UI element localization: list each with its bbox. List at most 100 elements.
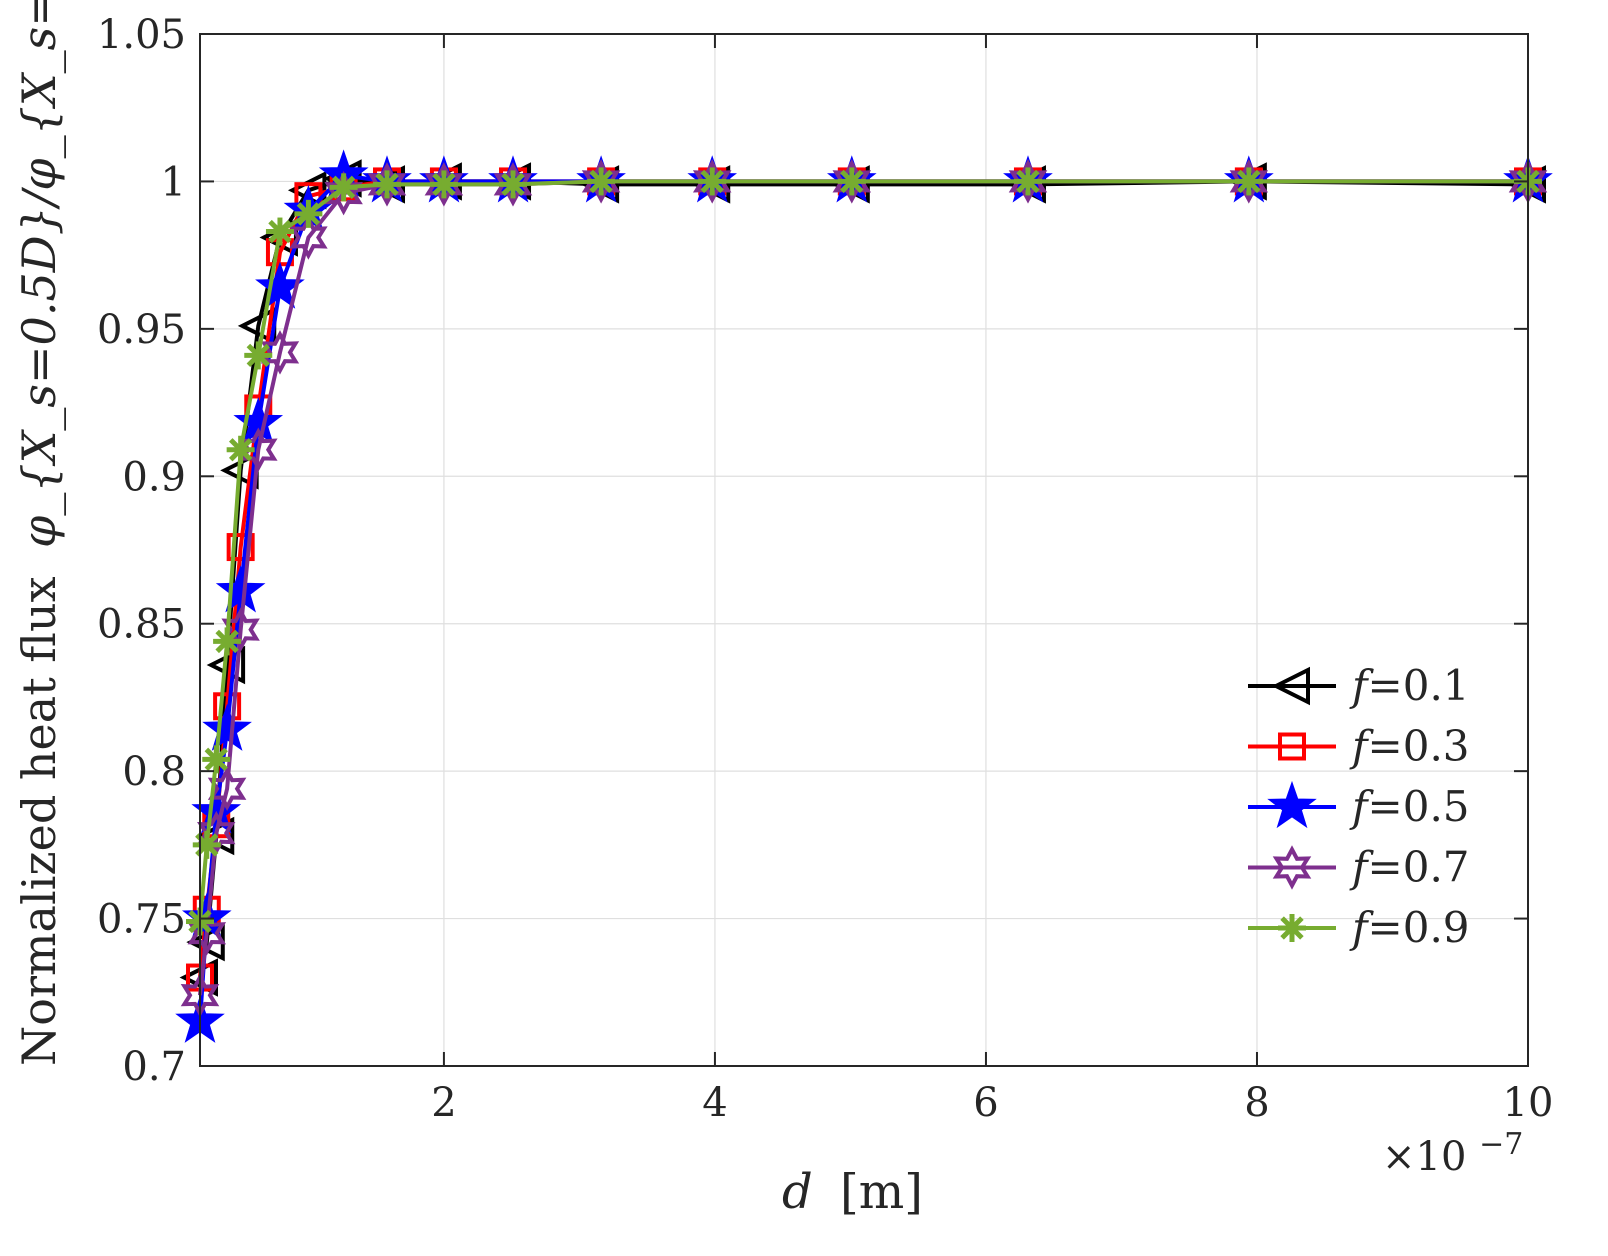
y-tick-label: 0.85: [97, 602, 186, 648]
asterisk-stroke: [246, 343, 270, 368]
data-point: [1234, 167, 1263, 196]
data-point: [260, 330, 300, 375]
asterisk-stroke: [296, 202, 321, 226]
tick-labels: 2 4 6 8 10 0.7 0.75 0.8 0.85 0.9 0.95 1 1.05: [97, 12, 1554, 1126]
data-point: [1013, 167, 1042, 196]
legend-label: f=0.9: [1349, 903, 1470, 952]
legend-marker: [1278, 914, 1306, 942]
data-point: [373, 170, 402, 199]
data-point: [221, 607, 260, 652]
data-point: [832, 159, 872, 204]
x-tick-label: 10: [1503, 1080, 1554, 1126]
series-line: [198, 179, 1528, 922]
y-tick-label: 1: [161, 159, 186, 205]
asterisk-stroke: [268, 219, 292, 244]
legend-label-val: =0.3: [1368, 722, 1470, 771]
y-axis-label-ratio: φ_{X_s=0.5D}/φ_{X_s=0nm}: [12, 0, 66, 548]
legend-entry: f=0.9: [1248, 903, 1470, 952]
asterisk-stroke: [700, 169, 724, 194]
legend: f=0.1 f=0.3 f=0.5 f=0.7 f=0.9: [1248, 661, 1470, 952]
data-point: [324, 170, 363, 216]
legend-label: f=0.3: [1349, 722, 1470, 771]
asterisk-stroke: [331, 175, 356, 199]
data-point: [213, 627, 242, 656]
data-point: [202, 745, 231, 774]
data-point: [692, 159, 732, 204]
legend-marker: [1267, 780, 1317, 829]
asterisk-stroke: [1016, 169, 1040, 194]
ticks: [200, 33, 1529, 1067]
x-tick-label: 6: [973, 1080, 998, 1126]
x-axis-label-var: d: [782, 1164, 813, 1220]
data-point: [698, 167, 727, 196]
legend-entry: f=0.1: [1248, 661, 1470, 710]
series-group: [175, 149, 1553, 1043]
legend-label-val: =0.5: [1368, 782, 1470, 831]
data-point: [265, 217, 294, 246]
data-point: [587, 167, 616, 196]
x-axis-label-unit: [m]: [840, 1164, 923, 1220]
legend-label-val: =0.9: [1368, 903, 1470, 952]
data-point: [244, 341, 273, 370]
plot-area: [200, 34, 1528, 1066]
data-point: [191, 786, 242, 834]
x-tick-label: 4: [702, 1080, 727, 1126]
legend-entry: f=0.3: [1248, 722, 1470, 771]
data-point: [367, 162, 407, 207]
x-axis-exponent-power: −7: [1479, 1127, 1523, 1162]
data-point: [429, 170, 458, 199]
legend-label-val: =0.1: [1368, 661, 1470, 710]
asterisk-stroke: [215, 629, 239, 654]
legend-marker: [1272, 845, 1312, 890]
asterisk-stroke: [432, 172, 456, 197]
x-axis-exponent-base: ×10: [1382, 1134, 1466, 1180]
data-point: [1008, 159, 1048, 204]
x-tick-label: 8: [1244, 1080, 1269, 1126]
legend-marker: [1271, 666, 1310, 706]
x-axis-label: d [m]: [782, 1164, 923, 1220]
y-axis-label-prefix: Normalized heat flux: [12, 576, 66, 1066]
data-point: [289, 215, 328, 260]
y-axis-label: Normalized heat flux φ_{X_s=0.5D}/φ_{X_s…: [12, 0, 66, 1066]
asterisk-stroke: [1237, 169, 1261, 194]
data-point: [493, 162, 533, 207]
asterisk-stroke: [204, 747, 228, 772]
data-point: [581, 159, 621, 204]
data-point: [424, 162, 464, 207]
data-point: [1229, 159, 1269, 204]
data-point: [215, 565, 266, 613]
legend-label-val: =0.7: [1368, 843, 1470, 892]
asterisk-stroke: [228, 438, 253, 462]
data-point: [226, 435, 255, 464]
y-tick-label: 0.75: [97, 897, 186, 943]
data-point: [192, 830, 221, 859]
asterisk-stroke: [1280, 916, 1304, 940]
data-point: [837, 167, 866, 196]
asterisk-stroke: [840, 169, 864, 194]
data-point: [255, 261, 305, 309]
legend-entry: f=0.5: [1248, 780, 1470, 831]
data-point: [207, 766, 247, 812]
legend-label: f=0.5: [1349, 782, 1470, 831]
data-point: [294, 199, 323, 228]
data-point: [226, 533, 255, 562]
legend-label: f=0.7: [1349, 843, 1470, 892]
y-tick-label: 0.8: [122, 749, 186, 795]
asterisk-stroke: [501, 172, 525, 197]
y-tick-label: 1.05: [97, 12, 186, 58]
legend-marker: [1278, 732, 1306, 761]
x-axis-exponent: ×10 −7: [1382, 1127, 1523, 1180]
asterisk-stroke: [375, 172, 399, 197]
legend-entry: f=0.7: [1248, 843, 1470, 892]
data-point: [187, 911, 227, 956]
plot-frame: [199, 33, 1529, 1067]
data-point: [499, 170, 528, 199]
x-tick-label: 2: [431, 1080, 456, 1126]
y-tick-label: 0.7: [122, 1044, 186, 1090]
y-tick-label: 0.95: [97, 307, 186, 353]
y-tick-label: 0.9: [122, 454, 186, 500]
data-point: [202, 703, 252, 751]
data-point: [329, 173, 358, 202]
asterisk-stroke: [589, 169, 613, 194]
